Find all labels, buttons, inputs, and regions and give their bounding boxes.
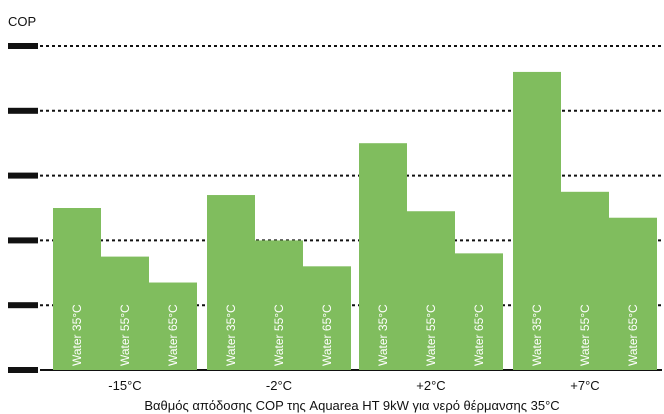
category-label: +2°C xyxy=(416,378,445,393)
bar-series-label: Water 55°C xyxy=(272,304,286,366)
chart-caption: Βαθμός απόδοσης COP της Aquarea HT 9kW γ… xyxy=(144,398,559,413)
bar-series-label: Water 35°C xyxy=(70,304,84,366)
bar xyxy=(407,211,455,370)
bar-series-label: Water 55°C xyxy=(578,304,592,366)
category-label: -15°C xyxy=(108,378,141,393)
bar xyxy=(561,191,609,370)
y-tick-mark xyxy=(8,107,38,114)
y-tick-mark xyxy=(8,172,38,179)
category-label: -2°C xyxy=(266,378,292,393)
bar xyxy=(207,195,255,370)
y-tick-mark xyxy=(8,237,38,244)
y-tick-mark xyxy=(8,302,38,309)
y-tick-mark xyxy=(8,367,38,373)
bar xyxy=(303,266,351,370)
category-label: +7°C xyxy=(570,378,599,393)
bar xyxy=(101,256,149,370)
bar-series-label: Water 55°C xyxy=(118,304,132,366)
bar-series-label: Water 65°C xyxy=(166,304,180,366)
bar xyxy=(609,217,657,370)
bars xyxy=(53,71,657,371)
bar xyxy=(53,208,101,370)
y-tick-mark xyxy=(8,43,38,49)
bar-series-label: Water 35°C xyxy=(224,304,238,366)
bar-series-label: Water 35°C xyxy=(376,304,390,366)
bar-series-label: Water 65°C xyxy=(626,304,640,366)
bar xyxy=(359,143,407,370)
bar xyxy=(455,253,503,370)
bar-series-label: Water 55°C xyxy=(424,304,438,366)
bar-series-label: Water 35°C xyxy=(530,304,544,366)
bar xyxy=(513,71,561,371)
bar-series-label: Water 65°C xyxy=(472,304,486,366)
bar-labels: Water 35°C Water 55°C Water 65°C Water 35°C… xyxy=(70,304,640,366)
category-labels: -15°C -2°C +2°C +7°C xyxy=(108,378,599,393)
bar xyxy=(149,282,197,370)
y-axis-label: COP xyxy=(8,14,36,29)
bar-series-label: Water 65°C xyxy=(320,304,334,366)
bar xyxy=(255,240,303,370)
